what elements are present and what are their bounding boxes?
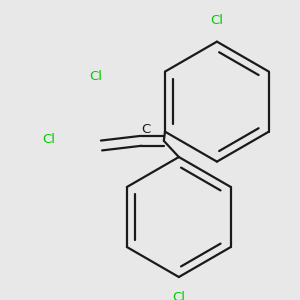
Text: Cl: Cl <box>210 14 224 27</box>
Text: Cl: Cl <box>172 291 185 300</box>
Text: Cl: Cl <box>89 70 102 83</box>
Text: C: C <box>141 123 150 136</box>
Text: Cl: Cl <box>42 133 55 146</box>
